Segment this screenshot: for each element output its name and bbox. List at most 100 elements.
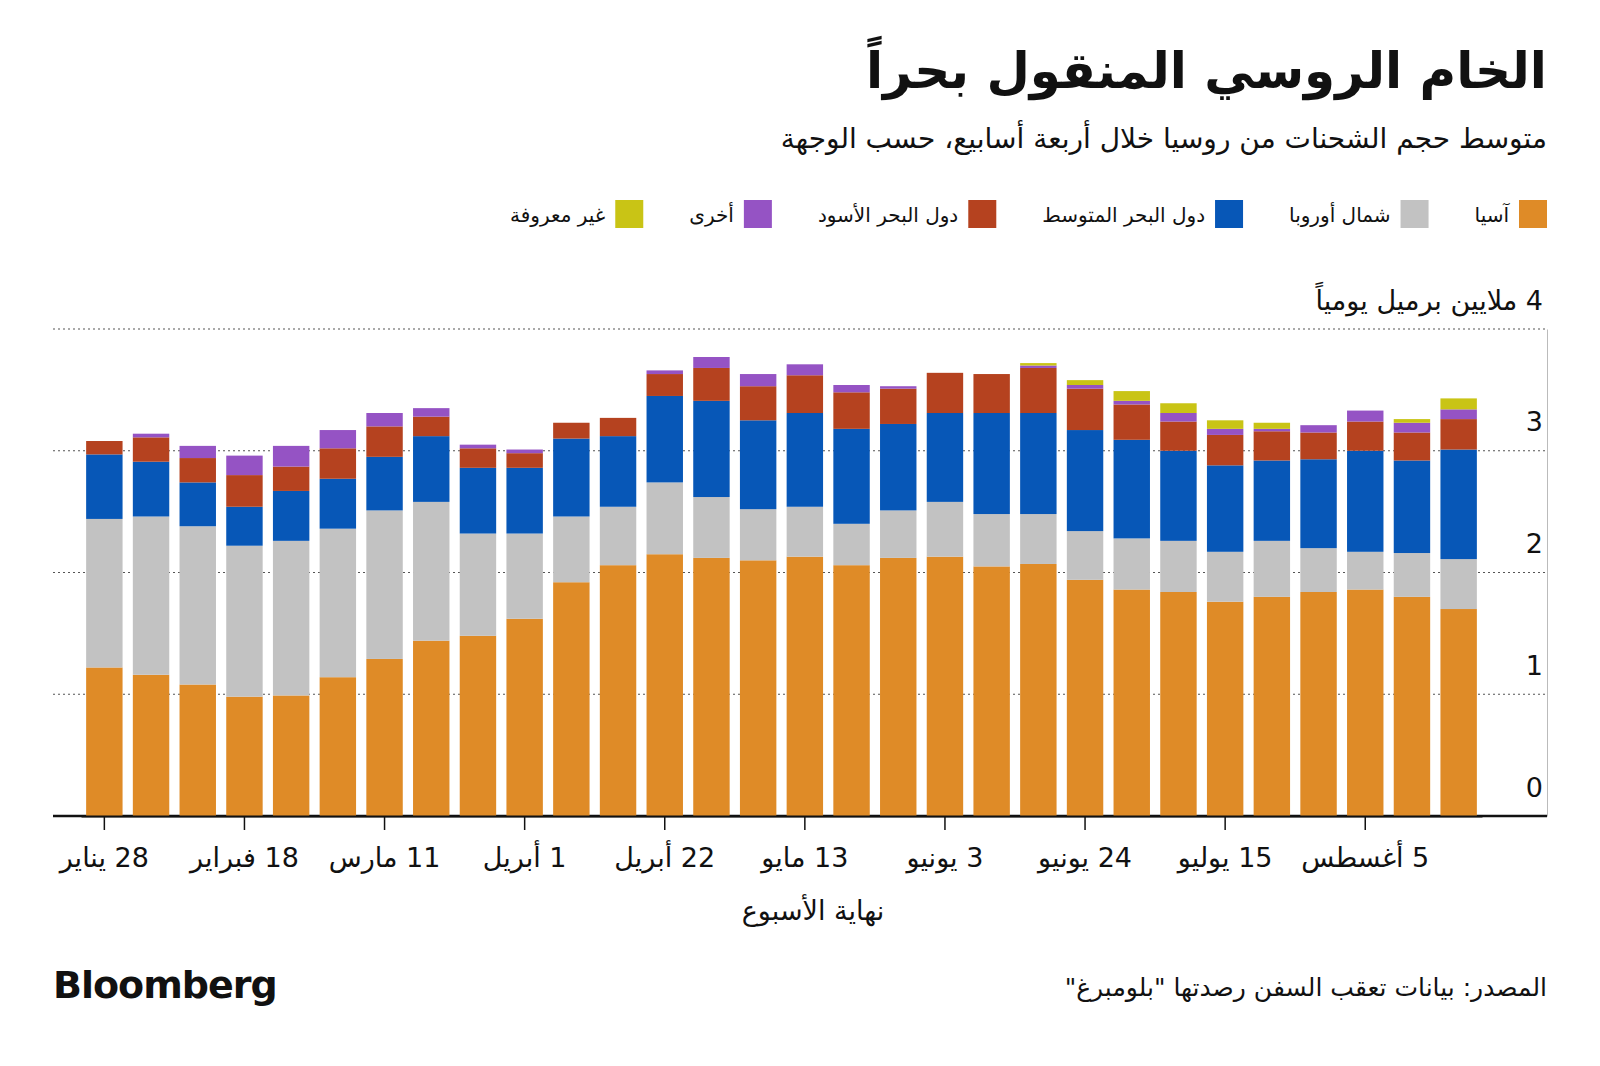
bar-series	[86, 368, 1477, 507]
bar	[1254, 460, 1290, 540]
bar	[506, 534, 542, 619]
bar	[973, 374, 1009, 375]
bar	[787, 375, 823, 413]
bar	[133, 433, 169, 434]
x-tick-line	[524, 816, 526, 830]
bar	[787, 364, 823, 375]
bar	[693, 401, 729, 497]
bar	[86, 519, 122, 668]
bar	[320, 529, 356, 678]
bar	[413, 436, 449, 502]
y-tick-label: 4 ملايين برميل يومياً	[1315, 281, 1543, 317]
bar	[1300, 432, 1336, 459]
bar	[460, 636, 496, 816]
x-tick: 24 يونيو	[1036, 816, 1132, 874]
bar	[1347, 451, 1383, 552]
x-tick-line	[1365, 816, 1367, 830]
bar	[880, 389, 916, 424]
bar	[1067, 580, 1103, 816]
bar	[880, 558, 916, 816]
bar	[180, 526, 216, 684]
bar	[226, 546, 262, 697]
bar	[86, 441, 122, 454]
y-axis: 0 1 2 3 4 ملايين برميل يومياً	[1315, 281, 1548, 817]
bar	[1254, 597, 1290, 816]
x-tick: 1 أبريل	[483, 816, 567, 874]
x-tick: 18 فبراير	[188, 816, 299, 874]
legend-swatch	[1401, 200, 1429, 228]
x-tick-label: 22 أبريل	[614, 839, 715, 874]
bar	[133, 675, 169, 816]
y-tick: 3	[1526, 406, 1547, 451]
bar	[460, 468, 496, 534]
legend-swatch	[615, 200, 643, 228]
bar	[1254, 423, 1290, 429]
bar	[320, 448, 356, 478]
bar	[1020, 363, 1056, 365]
bar	[600, 565, 636, 816]
bar	[833, 392, 869, 429]
bar	[1114, 440, 1150, 539]
bar	[1394, 419, 1430, 423]
bar	[366, 426, 402, 456]
bar	[973, 374, 1009, 413]
bar	[833, 429, 869, 524]
y-tick: 2	[1526, 528, 1547, 573]
bar	[226, 455, 262, 456]
bar	[273, 491, 309, 541]
bar	[647, 370, 683, 374]
bar	[1020, 368, 1056, 413]
bar	[1254, 429, 1290, 431]
bar	[1207, 602, 1243, 816]
bar	[273, 695, 309, 816]
bar	[973, 374, 1009, 375]
x-tick: 22 أبريل	[614, 816, 715, 874]
bar	[1440, 419, 1476, 449]
bar	[1114, 401, 1150, 405]
bar	[413, 408, 449, 417]
bar	[460, 534, 496, 636]
bar	[1394, 553, 1430, 597]
y-tick: 0	[1526, 772, 1547, 817]
legend: آسياشمال أوروبادول البحر المتوسطدول البح…	[510, 200, 1547, 228]
bar	[226, 507, 262, 546]
bar	[600, 507, 636, 565]
bar	[973, 514, 1009, 566]
bar	[1440, 559, 1476, 609]
x-tick-label: 5 أغسطس	[1301, 839, 1429, 873]
x-tick-line	[664, 816, 666, 830]
x-tick: 28 يناير	[58, 816, 149, 874]
legend-label: دول البحر المتوسط	[1042, 203, 1205, 227]
bar	[1160, 592, 1196, 816]
bar	[1207, 429, 1243, 435]
bar	[86, 441, 122, 442]
bar	[1114, 590, 1150, 816]
x-tick: 15 يوليو	[1176, 816, 1273, 874]
bar	[1067, 385, 1103, 389]
bar	[740, 386, 776, 420]
bar	[647, 554, 683, 816]
bar	[833, 565, 869, 816]
bar	[600, 436, 636, 507]
bar	[927, 372, 963, 373]
bar	[647, 482, 683, 554]
x-axis: 28 يناير18 فبراير11 مارس1 أبريل22 أبريل1…	[58, 816, 1483, 874]
bar	[1020, 514, 1056, 564]
y-tick: 1	[1526, 650, 1547, 695]
bar	[1254, 431, 1290, 460]
bar	[366, 659, 402, 816]
bar	[600, 417, 636, 418]
bar	[86, 454, 122, 519]
bar	[86, 441, 122, 442]
bar	[506, 468, 542, 534]
bar	[320, 430, 356, 448]
legend-item: دول البحر الأسود	[818, 200, 996, 228]
bar	[1394, 460, 1430, 553]
bar	[787, 557, 823, 816]
bar	[1114, 404, 1150, 439]
bar	[1300, 459, 1336, 548]
bar	[413, 641, 449, 816]
bar	[1300, 548, 1336, 592]
bar	[553, 582, 589, 816]
bar	[647, 370, 683, 371]
